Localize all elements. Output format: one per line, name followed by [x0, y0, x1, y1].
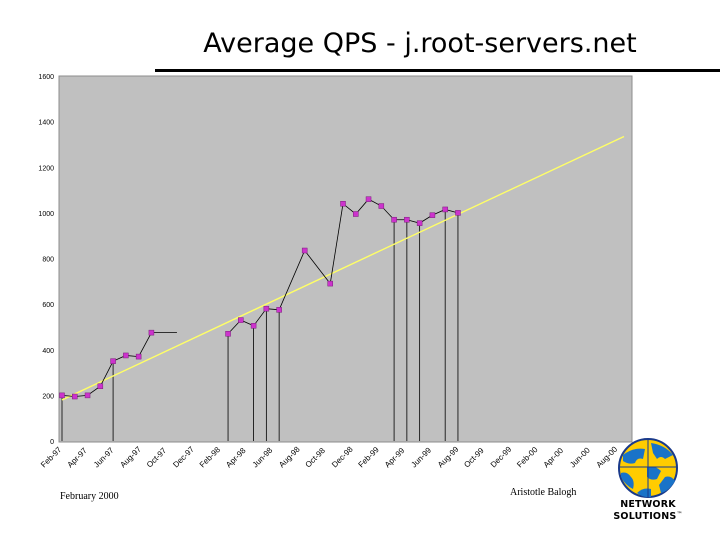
logo-line-1: NETWORK	[620, 499, 676, 510]
y-tick-label: 1400	[38, 120, 54, 127]
marker-group	[59, 196, 461, 400]
x-tick-label: Jun-97	[92, 445, 116, 469]
x-tick-label: Jun-99	[409, 445, 433, 469]
data-point	[84, 392, 91, 399]
slide-title: Average QPS - j.root-servers.net	[203, 28, 637, 59]
data-point	[442, 206, 448, 213]
title-rule	[155, 69, 720, 72]
data-point	[263, 305, 270, 312]
data-point	[59, 392, 65, 399]
logo-line-2-wrap: SOLUTIONS™	[607, 511, 689, 522]
x-tick-label: Aug-98	[277, 444, 302, 469]
trendline	[61, 135, 625, 401]
footer-date: February 2000	[60, 491, 119, 502]
data-point	[429, 212, 436, 218]
data-point	[404, 216, 410, 223]
x-tick-label: Dec-98	[330, 444, 355, 469]
x-tick-label: Jun-98	[251, 445, 275, 469]
x-axis: Feb-97 Apr-97 Jun-97 Aug-97 Oct-97 Dec-97 Feb-…	[39, 444, 645, 469]
y-tick-label: 1600	[38, 74, 54, 81]
x-tick-label: Feb-00	[515, 445, 540, 470]
x-tick-label: Oct-97	[145, 446, 169, 470]
data-point	[238, 317, 244, 323]
x-tick-label: Dec-99	[489, 444, 514, 469]
y-tick-label: 400	[42, 348, 54, 355]
data-point	[97, 383, 104, 389]
x-tick-label: Apr-98	[224, 446, 248, 470]
data-point	[301, 247, 308, 254]
x-tick-label: Aug-99	[436, 444, 461, 469]
y-axis: 0 200 400 600 800 1000 1200 1400 1600	[38, 74, 54, 446]
drop-lines	[61, 209, 459, 441]
footer-author: Aristotle Balogh	[510, 487, 577, 498]
y-tick-label: 1200	[38, 165, 54, 172]
data-point	[148, 329, 155, 336]
data-point	[123, 352, 129, 359]
x-tick-label: Aug-97	[118, 444, 143, 469]
data-point	[416, 220, 423, 226]
data-point	[250, 323, 257, 329]
data-point	[353, 211, 359, 217]
data-point	[225, 331, 231, 337]
trendline-group	[61, 135, 625, 401]
x-tick-label: Apr-97	[66, 446, 90, 470]
x-tick-label: Feb-97	[39, 445, 64, 470]
data-point	[135, 353, 142, 360]
data-point	[340, 201, 346, 207]
plot-area	[58, 75, 633, 443]
x-tick-label: Apr-99	[383, 446, 407, 470]
data-point	[378, 203, 385, 209]
logo-trademark: ™	[676, 511, 683, 518]
network-solutions-logo: NETWORK SOLUTIONS™	[607, 437, 689, 527]
y-tick-label: 200	[42, 393, 54, 400]
y-tick-label: 800	[42, 257, 54, 264]
logo-line-2: SOLUTIONS	[613, 511, 677, 522]
x-tick-label: Feb-98	[198, 445, 223, 470]
x-tick-label: Oct-99	[462, 446, 486, 470]
data-point	[72, 393, 78, 400]
data-point	[327, 280, 333, 287]
y-tick-label: 0	[50, 439, 54, 446]
puzzle-globe-icon	[618, 438, 678, 498]
data-point	[276, 307, 282, 313]
x-tick-label: Apr-00	[542, 446, 566, 470]
x-tick-label: Jun-00	[568, 445, 592, 469]
x-tick-label: Oct-98	[304, 446, 328, 470]
x-tick-label: Dec-97	[171, 444, 196, 469]
data-point	[365, 196, 372, 202]
data-point	[110, 358, 116, 364]
data-point	[391, 216, 397, 223]
y-tick-label: 1000	[38, 211, 54, 218]
data-point	[455, 210, 461, 216]
x-tick-label: Feb-99	[357, 445, 382, 470]
y-tick-label: 600	[42, 302, 54, 309]
